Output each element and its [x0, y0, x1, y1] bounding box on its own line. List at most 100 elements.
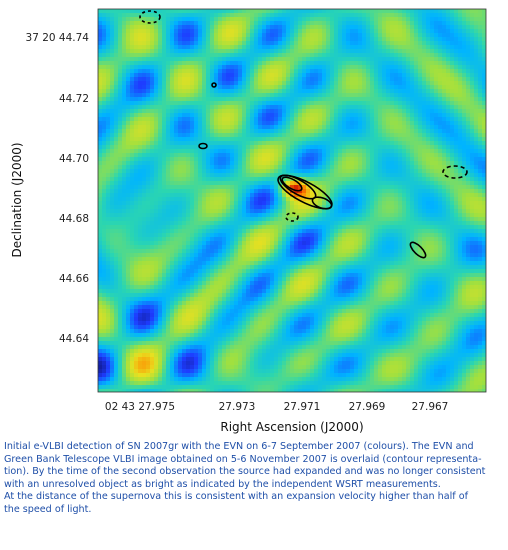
heat-cell — [190, 9, 194, 13]
heat-cell — [134, 169, 138, 173]
heat-cell — [230, 85, 234, 89]
heat-cell — [226, 53, 230, 57]
heat-cell — [410, 45, 414, 49]
heat-cell — [154, 61, 158, 65]
heat-cell — [262, 25, 266, 29]
heat-cell — [482, 77, 486, 81]
heat-cell — [326, 181, 330, 185]
heat-cell — [146, 73, 150, 77]
heat-cell — [466, 13, 470, 17]
heat-cell — [266, 61, 270, 65]
heat-cell — [322, 141, 326, 145]
heat-cell — [198, 121, 202, 125]
heat-cell — [422, 13, 426, 17]
heat-cell — [138, 93, 142, 97]
heat-cell — [222, 61, 226, 65]
heat-cell — [358, 53, 362, 57]
heat-cell — [306, 173, 310, 177]
heat-cell — [302, 57, 306, 61]
heat-cell — [246, 141, 250, 145]
heat-cell — [190, 189, 194, 193]
heat-cell — [378, 201, 382, 205]
heat-cell — [126, 9, 130, 13]
heat-cell — [122, 81, 126, 85]
heat-cell — [98, 17, 102, 21]
heat-cell — [166, 189, 170, 193]
heat-cell — [218, 157, 222, 161]
heat-cell — [198, 189, 202, 193]
heat-cell — [474, 185, 478, 189]
heat-cell — [362, 65, 366, 69]
heat-cell — [158, 133, 162, 137]
heat-cell — [474, 57, 478, 61]
heat-cell — [230, 29, 234, 33]
heat-cell — [318, 49, 322, 53]
heat-cell — [178, 157, 182, 161]
heat-cell — [258, 145, 262, 149]
heat-cell — [370, 141, 374, 145]
heat-cell — [290, 29, 294, 33]
heat-cell — [246, 101, 250, 105]
heat-cell — [466, 193, 470, 197]
heat-cell — [294, 61, 298, 65]
heat-cell — [338, 113, 342, 117]
heat-cell — [338, 53, 342, 57]
heat-cell — [290, 149, 294, 153]
heat-cell — [458, 29, 462, 33]
heat-cell — [166, 33, 170, 37]
heat-cell — [178, 89, 182, 93]
heat-cell — [194, 177, 198, 181]
heat-cell — [258, 153, 262, 157]
heat-cell — [306, 45, 310, 49]
heat-cell — [278, 209, 282, 213]
heat-cell — [474, 49, 478, 53]
heat-cell — [262, 209, 266, 213]
heat-cell — [314, 37, 318, 41]
heat-cell — [294, 173, 298, 177]
heat-cell — [386, 97, 390, 101]
heat-cell — [414, 77, 418, 81]
heat-cell — [206, 161, 210, 165]
heat-cell — [458, 81, 462, 85]
heat-cell — [202, 165, 206, 169]
heat-cell — [138, 105, 142, 109]
heat-cell — [198, 137, 202, 141]
heat-cell — [174, 13, 178, 17]
heat-cell — [218, 61, 222, 65]
heat-cell — [298, 197, 302, 201]
heat-cell — [202, 65, 206, 69]
heat-cell — [442, 209, 446, 213]
heat-cell — [338, 157, 342, 161]
heat-cell — [158, 197, 162, 201]
heat-cell — [430, 29, 434, 33]
heat-cell — [182, 89, 186, 93]
heat-cell — [114, 201, 118, 205]
heat-cell — [142, 197, 146, 201]
heat-cell — [394, 113, 398, 117]
heat-cell — [414, 205, 418, 209]
heat-cell — [454, 137, 458, 141]
heat-cell — [334, 149, 338, 153]
heat-cell — [478, 201, 482, 205]
heat-cell — [394, 177, 398, 181]
heat-cell — [350, 173, 354, 177]
heat-cell — [134, 13, 138, 17]
heat-cell — [206, 81, 210, 85]
heat-cell — [190, 53, 194, 57]
heat-cell — [146, 45, 150, 49]
heat-cell — [190, 169, 194, 173]
heat-cell — [134, 205, 138, 209]
heat-cell — [322, 65, 326, 69]
heat-cell — [366, 93, 370, 97]
heat-cell — [298, 33, 302, 37]
heat-cell — [262, 181, 266, 185]
heat-cell — [174, 181, 178, 185]
heat-cell — [318, 9, 322, 13]
heat-cell — [426, 165, 430, 169]
heat-cell — [110, 117, 114, 121]
heat-cell — [394, 169, 398, 173]
heat-cell — [474, 101, 478, 105]
heat-cell — [378, 93, 382, 97]
heat-cell — [110, 21, 114, 25]
heat-cell — [422, 41, 426, 45]
